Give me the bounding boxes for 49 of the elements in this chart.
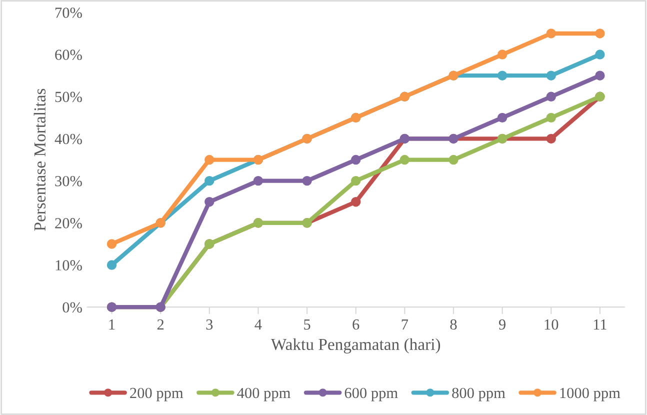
point <box>546 134 556 144</box>
point <box>448 154 458 165</box>
y-tick-label: 30% <box>55 176 82 186</box>
legend-label: 400 ppm <box>237 388 290 402</box>
y-tick-label: 20% <box>55 218 82 228</box>
y-tick-label: 70% <box>55 8 82 18</box>
point <box>350 176 361 186</box>
point <box>595 70 605 80</box>
point <box>350 197 361 207</box>
point <box>350 154 361 165</box>
point <box>204 176 214 186</box>
y-tick-label: 50% <box>55 92 82 102</box>
y-tick-label: 60% <box>55 50 82 60</box>
point <box>204 154 214 165</box>
y-tick-label: 40% <box>54 134 82 144</box>
point <box>546 70 556 80</box>
point <box>497 112 508 123</box>
x-tick-label: 1 <box>109 319 115 330</box>
x-tick-label: 4 <box>254 319 262 330</box>
point <box>546 112 556 123</box>
point <box>204 197 214 207</box>
point <box>253 176 264 186</box>
x-tick-label: 6 <box>352 319 360 330</box>
legend-label: 1000 ppm <box>560 388 620 402</box>
point <box>106 260 117 270</box>
y-axis-title: Persentase Mortalitas <box>34 88 46 231</box>
x-tick-label: 2 <box>157 319 164 330</box>
x-tick-label: 11 <box>594 319 606 330</box>
point <box>302 176 312 186</box>
point <box>106 239 117 249</box>
x-tick-label: 10 <box>544 319 558 330</box>
legend-label: 600 ppm <box>344 388 398 402</box>
legend-label: 800 ppm <box>452 388 506 402</box>
y-tick-label: 10% <box>56 260 82 271</box>
legend-label: 200 ppm <box>130 388 184 402</box>
point <box>595 50 605 60</box>
point <box>497 70 508 80</box>
x-tick-label: 5 <box>304 320 310 330</box>
x-tick-label: 9 <box>498 319 506 330</box>
point <box>546 92 556 102</box>
y-tick-label: 0% <box>62 302 82 313</box>
x-tick-label: 3 <box>206 319 213 330</box>
point <box>497 50 508 60</box>
x-tick-label: 7 <box>402 320 408 330</box>
point <box>595 28 605 38</box>
x-tick-label: 8 <box>450 319 457 330</box>
x-axis-title: Waktu Pengamatan (hari) <box>270 338 440 354</box>
point <box>546 28 556 38</box>
point <box>400 154 410 165</box>
